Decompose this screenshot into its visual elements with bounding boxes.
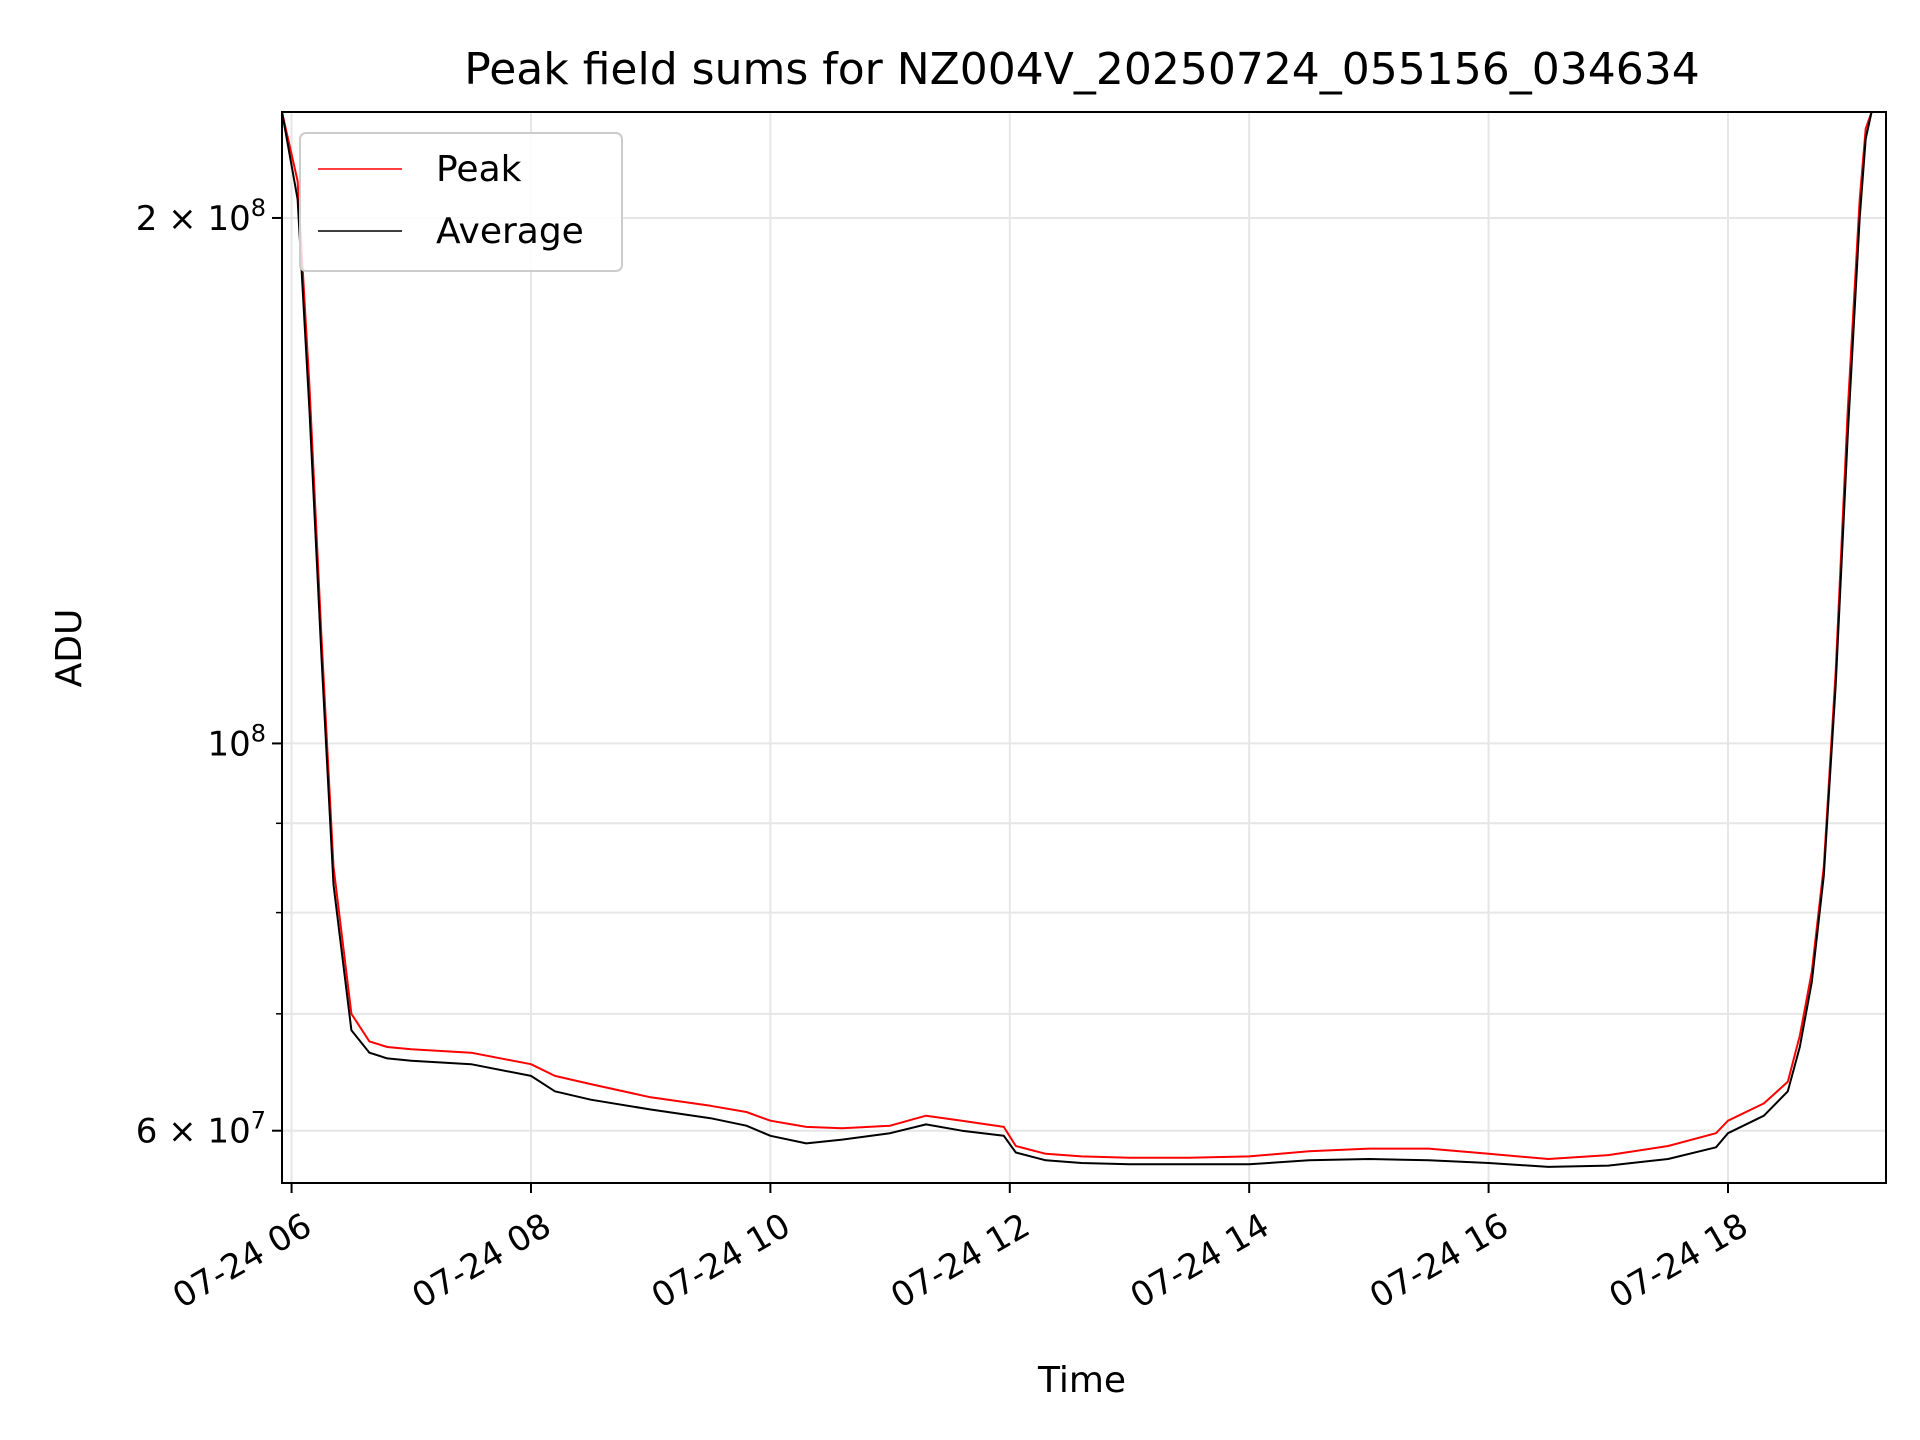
legend-box <box>299 132 623 272</box>
y-tick-label: 2 × 108 <box>136 194 266 239</box>
legend-average-label: Average <box>436 211 584 252</box>
y-axis: 6 × 107 108 2 × 108 <box>136 194 282 1152</box>
series-line-peak <box>282 112 1873 1160</box>
plot-series <box>282 112 1873 1168</box>
legend-peak-label: Peak <box>436 149 522 190</box>
x-axis-title: Time <box>1037 1360 1126 1401</box>
y-axis-title: ADU <box>49 609 90 688</box>
y-tick-label: 108 <box>207 719 266 764</box>
y-tick-label: 6 × 107 <box>136 1107 266 1152</box>
legend: Peak Average <box>299 132 623 272</box>
series-line-average <box>282 112 1873 1168</box>
chart-title: Peak field sums for NZ004V_20250724_0551… <box>464 44 1699 95</box>
plot-frame <box>281 111 1887 1184</box>
grid <box>282 112 1886 1183</box>
